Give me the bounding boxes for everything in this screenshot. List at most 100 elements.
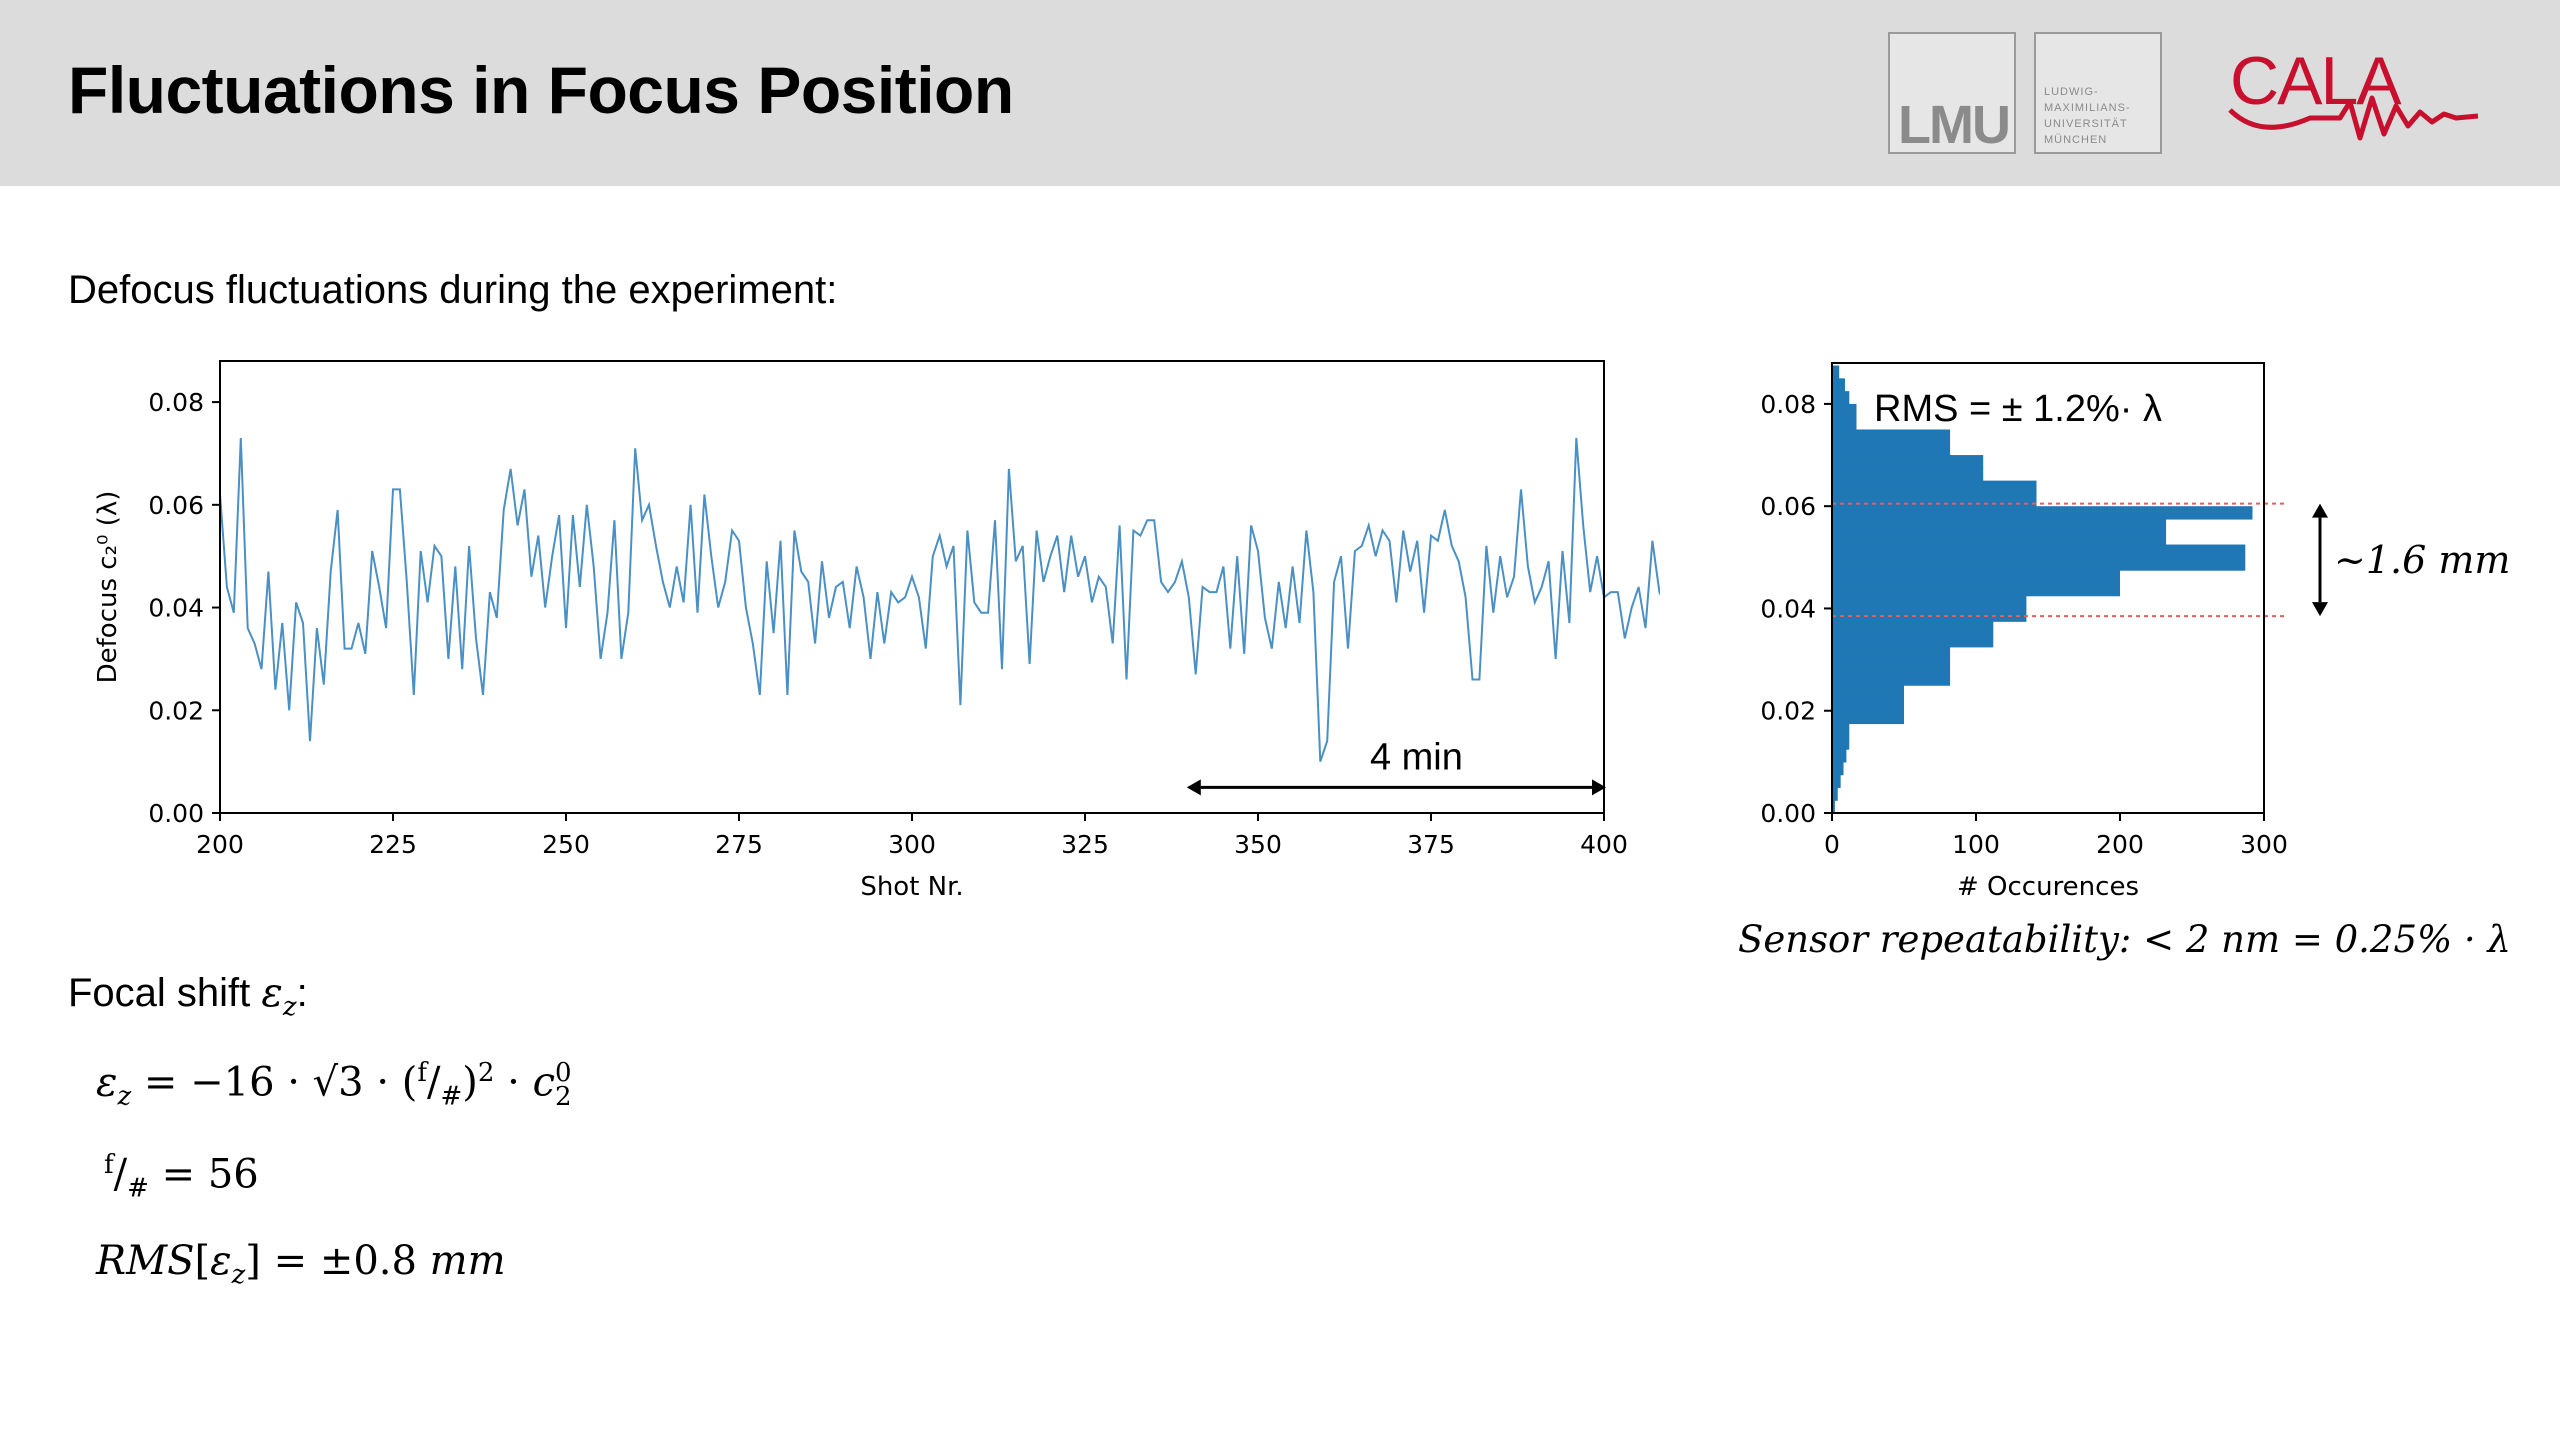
hist-x-tick-label: 100 — [1952, 830, 2000, 859]
lmu-logo-mark: LMU — [1898, 95, 2011, 155]
y-axis-label: Defocus c₂⁰ (λ) — [93, 491, 123, 684]
x-tick-label: 200 — [196, 830, 244, 859]
x-tick-label: 375 — [1407, 830, 1455, 859]
rms-annotation: RMS = ± 1.2%· λ — [1874, 388, 2162, 430]
histogram-bar — [1832, 531, 2167, 546]
lmu-line-4: MÜNCHEN — [2044, 134, 2108, 146]
histogram-ticks: 0 100 200 300 0.00 0.02 0.04 0.06 0.08 — [1760, 390, 2288, 859]
eq1-slash: / — [427, 1059, 441, 1106]
hist-y-tick-label: 0.04 — [1760, 594, 1816, 623]
eq3-open: [ — [194, 1238, 211, 1284]
histogram-bar — [1832, 570, 2120, 584]
eq3-eps: ε — [210, 1238, 232, 1284]
hist-x-tick-label: 0 — [1824, 830, 1840, 859]
page-title: Fluctuations in Focus Position — [68, 53, 1014, 127]
eq1-pow: 2 — [477, 1058, 495, 1088]
eq1-close: ) — [462, 1059, 478, 1106]
eq1-tail: · — [494, 1059, 533, 1106]
line-chart-frame — [219, 360, 1605, 814]
defocus-series-line — [219, 437, 1660, 762]
lmu-logo-text-box: LUDWIG- MAXIMILIANS- UNIVERSITÄT MÜNCHEN — [2034, 32, 2162, 154]
histogram-bar — [1832, 697, 1904, 712]
eq1-num: # — [440, 1081, 463, 1112]
time-span-annotation: 4 min — [1186, 736, 1606, 796]
histogram-bar — [1832, 429, 1951, 443]
eq2-num: # — [127, 1173, 149, 1204]
hist-y-tick-label: 0.08 — [1760, 390, 1816, 419]
histogram-bar — [1832, 659, 1951, 673]
histogram-bar — [1832, 685, 1904, 699]
cala-wave-icon — [2228, 95, 2479, 141]
x-tick-label: 325 — [1061, 830, 1109, 859]
rms-focal-shift-equation: RMS[εz] = ±0.8 mm — [96, 1238, 506, 1290]
focal-label-symbol: ε — [261, 970, 283, 1016]
eq3-close: ] — [245, 1238, 261, 1284]
x-tick-label: 225 — [369, 830, 417, 859]
subtitle: Defocus fluctuations during the experime… — [68, 268, 838, 312]
focal-shift-label: Focal shift εz: — [68, 970, 308, 1022]
defocus-line-chart: 200 225 250 275 300 325 350 375 400 0.00 0.02 0.04 0… — [93, 360, 1660, 902]
y-tick-label: 0.04 — [148, 594, 204, 623]
histogram-bar — [1832, 774, 1841, 789]
histogram-bar — [1832, 710, 1904, 725]
eq1-f: f — [417, 1058, 427, 1088]
eq1-mid: = −16 · √3 · ( — [131, 1059, 418, 1106]
histogram-bar — [1832, 787, 1838, 801]
y-tick-label: 0.02 — [148, 696, 204, 725]
histogram-bar — [1832, 416, 1857, 431]
histogram-bar — [1832, 403, 1857, 418]
eq1-c: c — [532, 1059, 555, 1106]
eq3-unit: mm — [429, 1238, 506, 1284]
x-tick-label: 400 — [1580, 830, 1628, 859]
y-tick-label: 0.06 — [148, 491, 204, 520]
histogram-bar — [1832, 467, 1984, 482]
histogram-bar — [1832, 480, 2037, 494]
histogram-bar — [1832, 378, 1845, 392]
hist-x-axis-label: # Occurences — [1957, 872, 2139, 902]
x-tick-label: 300 — [888, 830, 936, 859]
range-arrowhead-down-icon — [2312, 602, 2328, 617]
range-arrowhead-up-icon — [2312, 503, 2328, 518]
histogram-bars — [1832, 365, 2253, 814]
lmu-line-3: UNIVERSITÄT — [2044, 118, 2128, 130]
lmu-logo-lines: LUDWIG- MAXIMILIANS- UNIVERSITÄT MÜNCHEN — [2044, 84, 2131, 148]
histogram-bar — [1832, 544, 2246, 558]
hist-x-tick-label: 300 — [2240, 830, 2288, 859]
histogram-bar — [1832, 672, 1951, 686]
hist-y-tick-label: 0.00 — [1760, 799, 1816, 828]
hist-y-tick-label: 0.06 — [1760, 492, 1816, 521]
histogram-frame — [1831, 362, 2265, 814]
lmu-logo-mark-box: LMU — [1888, 32, 2016, 155]
eq2-f: f — [104, 1150, 114, 1180]
histogram-bar — [1832, 646, 1951, 661]
histogram-bar — [1832, 749, 1847, 763]
cala-logo: CALA — [2220, 40, 2490, 150]
histogram-bar — [1832, 595, 2027, 610]
histogram-bar — [1832, 442, 1951, 456]
line-chart-ticks: 200 225 250 275 300 325 350 375 400 0.00 0.02 0.04 0… — [148, 388, 1628, 859]
histogram-bar — [1832, 621, 1994, 635]
lmu-line-1: LUDWIG- — [2044, 86, 2099, 98]
histogram-bar — [1832, 557, 2246, 571]
focal-label-text: Focal shift — [68, 971, 262, 1015]
defocus-histogram: 0 100 200 300 0.00 0.02 0.04 0.06 0.08 RMS = ± 1… — [1760, 362, 2510, 902]
histogram-bar — [1832, 761, 1844, 776]
eq3-rms: RMS — [96, 1238, 195, 1284]
histogram-bar — [1832, 518, 2167, 533]
lmu-line-2: MAXIMILIANS- — [2044, 102, 2131, 114]
time-span-label: 4 min — [1370, 736, 1463, 778]
x-tick-label: 250 — [542, 830, 590, 859]
histogram-bar — [1832, 391, 1850, 405]
x-axis-label: Shot Nr. — [860, 872, 963, 902]
x-tick-label: 275 — [715, 830, 763, 859]
histogram-bar — [1832, 455, 1984, 469]
focal-label-sub: z — [282, 992, 297, 1022]
arrowhead-right-icon — [1592, 779, 1606, 796]
eq3-rest: = ±0.8 — [260, 1238, 430, 1284]
eq1-c-sup: 0 — [555, 1058, 572, 1089]
arrowhead-left-icon — [1186, 779, 1201, 796]
histogram-bar — [1832, 365, 1840, 379]
eq1-lhs-sub: z — [117, 1081, 132, 1112]
